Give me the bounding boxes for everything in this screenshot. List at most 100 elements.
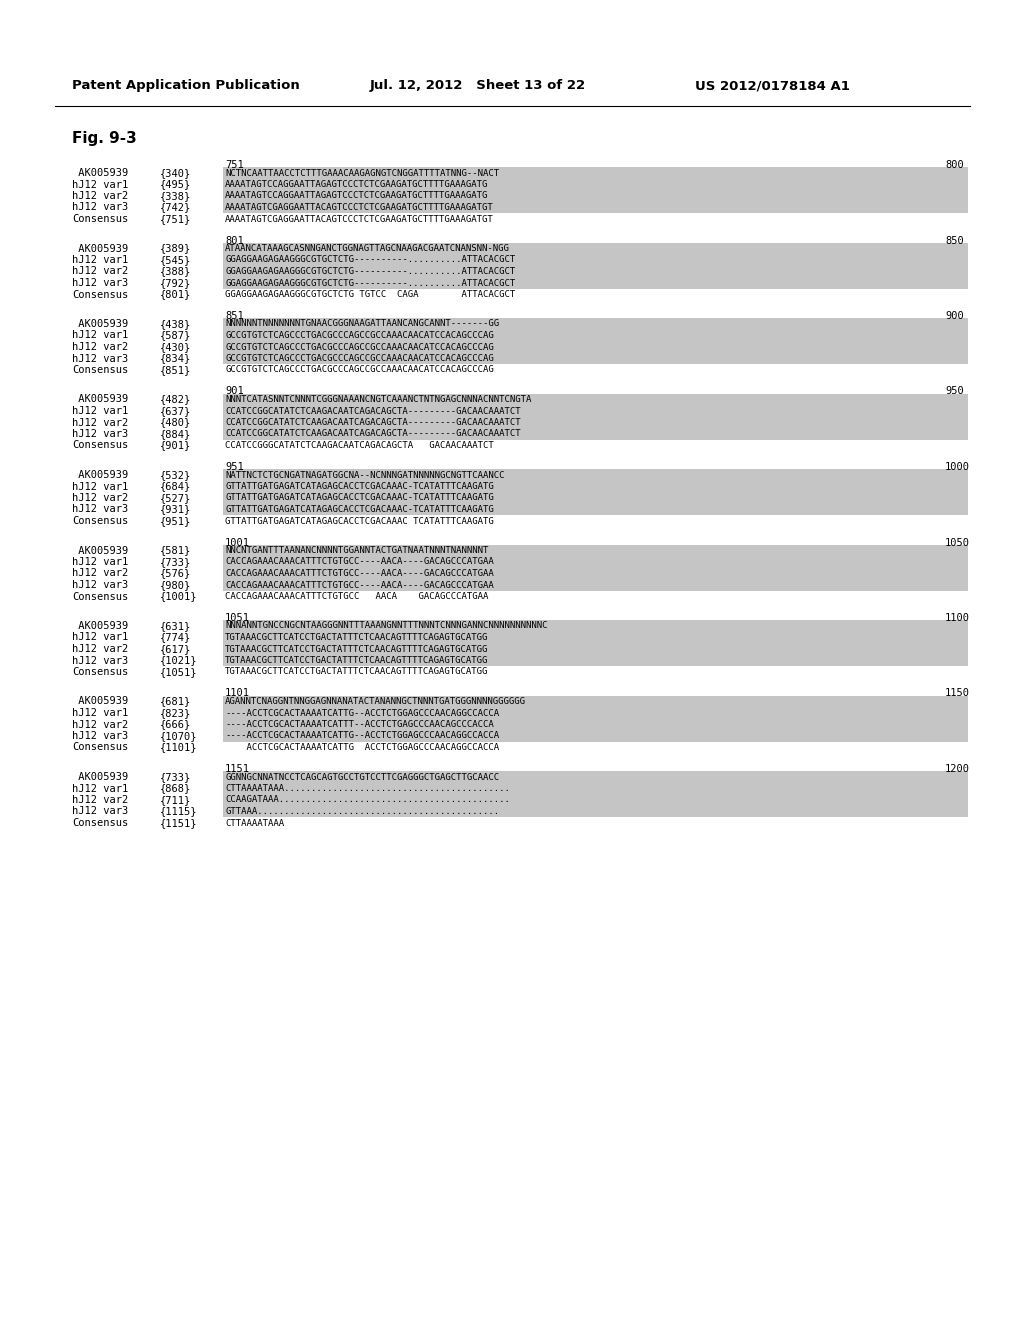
Bar xyxy=(223,579,968,591)
Text: NNNNNNTNNNNNNNTGNAACGGGNAAGATTAANCANGCANNT-------GG: NNNNNNTNNNNNNNTGNAACGGGNAAGATTAANCANGCAN… xyxy=(225,319,499,329)
Text: {868}: {868} xyxy=(160,784,191,793)
Text: CACCAGAAACAAACATTTCTGTGCC----AACA----GACAGCCCATGAA: CACCAGAAACAAACATTTCTGTGCC----AACA----GAC… xyxy=(225,581,494,590)
Text: {438}: {438} xyxy=(160,319,191,329)
Text: {527}: {527} xyxy=(160,492,191,503)
Text: CCAAGATAAA...........................................: CCAAGATAAA..............................… xyxy=(225,796,510,804)
Text: CACCAGAAACAAACATTTCTGTGCC   AACA    GACAGCCCATGAA: CACCAGAAACAAACATTTCTGTGCC AACA GACAGCCCA… xyxy=(225,591,488,601)
Bar xyxy=(223,557,968,568)
Bar xyxy=(223,730,968,742)
Text: hJ12 var2: hJ12 var2 xyxy=(72,342,128,352)
Text: Consensus: Consensus xyxy=(72,818,128,828)
Text: ATAANCATAAAGCASNNGANCTGGNAGTTAGCNAAGACGAATCNANSNN-NGG: ATAANCATAAAGCASNNGANCTGGNAGTTAGCNAAGACGA… xyxy=(225,244,510,253)
Text: Consensus: Consensus xyxy=(72,441,128,450)
Text: hJ12 var1: hJ12 var1 xyxy=(72,557,128,568)
Text: 901: 901 xyxy=(225,387,244,396)
Text: {340}: {340} xyxy=(160,168,191,178)
Text: AK005939: AK005939 xyxy=(72,545,128,556)
Text: ----ACCTCGCACTAAAATCATTT--ACCTCTGAGCCCAACAGCCCACCA: ----ACCTCGCACTAAAATCATTT--ACCTCTGAGCCCAA… xyxy=(225,719,494,729)
Text: {1151}: {1151} xyxy=(160,818,198,828)
Text: AAAATAGTCCAGGAATTAGAGTCCCTCTCGAAGATGCTTTTGAAAGATG: AAAATAGTCCAGGAATTAGAGTCCCTCTCGAAGATGCTTT… xyxy=(225,180,488,189)
Bar xyxy=(223,655,968,667)
Text: 751: 751 xyxy=(225,160,244,170)
Text: hJ12 var3: hJ12 var3 xyxy=(72,731,128,741)
Text: AK005939: AK005939 xyxy=(72,470,128,480)
Text: 900: 900 xyxy=(945,312,964,321)
Bar xyxy=(223,255,968,267)
Bar xyxy=(223,708,968,719)
Bar xyxy=(223,719,968,730)
Text: ACCTCGCACTAAAATCATTG  ACCTCTGGAGCCCAACAGGCCACCA: ACCTCGCACTAAAATCATTG ACCTCTGGAGCCCAACAGG… xyxy=(225,743,499,752)
Bar xyxy=(223,696,968,708)
Text: AK005939: AK005939 xyxy=(72,395,128,404)
Text: {631}: {631} xyxy=(160,620,191,631)
Text: {980}: {980} xyxy=(160,579,191,590)
Text: hJ12 var1: hJ12 var1 xyxy=(72,784,128,793)
Text: CACCAGAAACAAACATTTCTGTGCC----AACA----GACAGCCCATGAA: CACCAGAAACAAACATTTCTGTGCC----AACA----GAC… xyxy=(225,557,494,566)
Bar xyxy=(223,632,968,643)
Text: AK005939: AK005939 xyxy=(72,243,128,253)
Text: {792}: {792} xyxy=(160,279,191,288)
Text: {901}: {901} xyxy=(160,441,191,450)
Text: 1001: 1001 xyxy=(225,537,250,548)
Bar xyxy=(223,318,968,330)
Text: AAAATAGTCGAGGAATTACAGTCCCTCTCGAAGATGCTTTTGAAAGATGT: AAAATAGTCGAGGAATTACAGTCCCTCTCGAAGATGCTTT… xyxy=(225,214,494,223)
Text: GGAGGAAGAGAAGGGCGTGCTCTG----------..........ATTACACGCT: GGAGGAAGAGAAGGGCGTGCTCTG----------......… xyxy=(225,256,515,264)
Text: {1101}: {1101} xyxy=(160,742,198,752)
Bar xyxy=(223,492,968,504)
Text: GGNNGCNNATNCCTCAGCAGTGCCTGTCCTTCGAGGGCTGAGCTTGCAACC: GGNNGCNNATNCCTCAGCAGTGCCTGTCCTTCGAGGGCTG… xyxy=(225,772,499,781)
Text: 1000: 1000 xyxy=(945,462,970,473)
Text: 851: 851 xyxy=(225,312,244,321)
Text: hJ12 var1: hJ12 var1 xyxy=(72,708,128,718)
Bar xyxy=(223,545,968,557)
Text: GTTATTGATGAGATCATAGAGCACCTCGACAAAC-TCATATTTCAAGATG: GTTATTGATGAGATCATAGAGCACCTCGACAAAC-TCATA… xyxy=(225,494,494,503)
Text: GCCGTGTCTCAGCCCTGACGCCCAGCCGCCAAACAACATCCACAGCCCAG: GCCGTGTCTCAGCCCTGACGCCCAGCCGCCAAACAACATC… xyxy=(225,366,494,375)
Text: hJ12 var1: hJ12 var1 xyxy=(72,180,128,190)
Text: CTTAAAATAAA: CTTAAAATAAA xyxy=(225,818,284,828)
Text: {774}: {774} xyxy=(160,632,191,643)
Text: ----ACCTCGCACTAAAATCATTG--ACCTCTGGAGCCCAACAGGCCACCA: ----ACCTCGCACTAAAATCATTG--ACCTCTGGAGCCCA… xyxy=(225,709,499,718)
Text: NATTNCTCTGCNGATNAGATGGCNA--NCNNNGATNNNNNGCNGTTCAANCC: NATTNCTCTGCNGATNAGATGGCNA--NCNNNGATNNNNN… xyxy=(225,470,505,479)
Text: hJ12 var2: hJ12 var2 xyxy=(72,719,128,730)
Text: CCATCCGGCATATCTCAAGACAATCAGACAGCTA---------GACAACAAATCT: CCATCCGGCATATCTCAAGACAATCAGACAGCTA------… xyxy=(225,418,520,426)
Text: 850: 850 xyxy=(945,235,964,246)
Text: 800: 800 xyxy=(945,160,964,170)
Text: hJ12 var3: hJ12 var3 xyxy=(72,579,128,590)
Text: CCATCCGGCATATCTCAAGACAATCAGACAGCTA---------GACAACAAATCT: CCATCCGGCATATCTCAAGACAATCAGACAGCTA------… xyxy=(225,429,520,438)
Text: AK005939: AK005939 xyxy=(72,319,128,329)
Text: hJ12 var3: hJ12 var3 xyxy=(72,504,128,515)
Text: Consensus: Consensus xyxy=(72,742,128,752)
Text: 1101: 1101 xyxy=(225,689,250,698)
Text: {1001}: {1001} xyxy=(160,591,198,602)
Text: 950: 950 xyxy=(945,387,964,396)
Bar xyxy=(223,190,968,202)
Bar xyxy=(223,783,968,795)
Bar xyxy=(223,168,968,180)
Bar xyxy=(223,180,968,190)
Text: {545}: {545} xyxy=(160,255,191,265)
Text: {823}: {823} xyxy=(160,708,191,718)
Text: hJ12 var2: hJ12 var2 xyxy=(72,569,128,578)
Text: {338}: {338} xyxy=(160,191,191,201)
Bar xyxy=(223,267,968,277)
Bar xyxy=(223,504,968,516)
Text: US 2012/0178184 A1: US 2012/0178184 A1 xyxy=(695,79,850,92)
Text: {851}: {851} xyxy=(160,366,191,375)
Text: Consensus: Consensus xyxy=(72,667,128,677)
Text: {532}: {532} xyxy=(160,470,191,480)
Text: AGANNTCNAGGNTNNGGAGNNANATACTANANNGCTNNNTGATGGGNNNNGGGGGG: AGANNTCNAGGNTNNGGAGNNANATACTANANNGCTNNNT… xyxy=(225,697,526,706)
Text: NNNTCATASNNTCNNNTCGGGNAAANCNGTCAAANCTNTNGAGCNNNACNNTCNGTA: NNNTCATASNNTCNNNTCGGGNAAANCNGTCAAANCTNTN… xyxy=(225,395,531,404)
Bar xyxy=(223,807,968,817)
Text: 1100: 1100 xyxy=(945,612,970,623)
Text: {1115}: {1115} xyxy=(160,807,198,817)
Text: hJ12 var2: hJ12 var2 xyxy=(72,795,128,805)
Text: AAAATAGTCCAGGAATTAGAGTCCCTCTCGAAGATGCTTTTGAAAGATG: AAAATAGTCCAGGAATTAGAGTCCCTCTCGAAGATGCTTT… xyxy=(225,191,488,201)
Bar xyxy=(223,480,968,492)
Text: hJ12 var1: hJ12 var1 xyxy=(72,407,128,416)
Text: 1050: 1050 xyxy=(945,537,970,548)
Text: {637}: {637} xyxy=(160,407,191,416)
Bar xyxy=(223,202,968,214)
Text: GGAGGAAGAGAAGGGCGTGCTCTG----------..........ATTACACGCT: GGAGGAAGAGAAGGGCGTGCTCTG----------......… xyxy=(225,267,515,276)
Text: {951}: {951} xyxy=(160,516,191,525)
Text: NNNANNTGNCCNGCNTAAGGGNNTTTAAANGNNTTTNNNTCNNNGANNCNNNNNNNNNNC: NNNANNTGNCCNGCNTAAGGGNNTTTAAANGNNTTTNNNT… xyxy=(225,622,548,631)
Text: CTTAAAATAAA..........................................: CTTAAAATAAA.............................… xyxy=(225,784,510,793)
